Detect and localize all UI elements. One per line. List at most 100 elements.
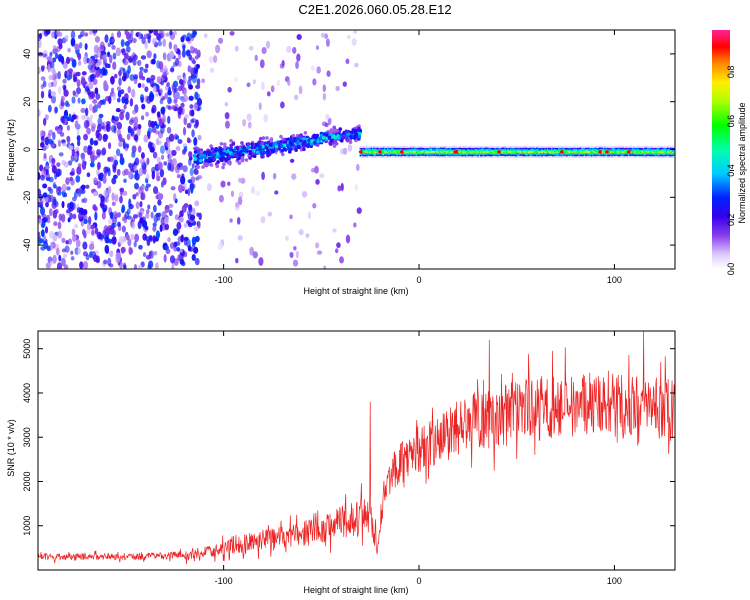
spectrogram-cell xyxy=(471,156,474,159)
spectrogram-image xyxy=(38,30,675,269)
spectrogram-cell xyxy=(518,147,520,150)
spectrogram-cell xyxy=(541,145,544,148)
spectrogram-cell xyxy=(650,147,653,150)
snr-series-line xyxy=(38,331,675,565)
spectrogram-cell xyxy=(594,147,597,150)
spectrogram-cell xyxy=(627,147,630,150)
spectrogram-cell xyxy=(489,156,492,159)
spectrogram-cell xyxy=(155,230,161,239)
spectrogram-cell xyxy=(497,145,500,148)
spectrogram-cell xyxy=(671,154,674,157)
spectrogram-cell xyxy=(90,155,94,160)
spectrogram-cell xyxy=(592,152,594,155)
spectrogram-cell xyxy=(582,147,585,150)
spectrogram-cell xyxy=(291,173,297,180)
spectrogram-cell xyxy=(589,154,591,157)
spectrogram-cell xyxy=(504,154,507,157)
spectrogram-cell xyxy=(180,102,185,108)
spectrogram-cell xyxy=(526,147,529,150)
spectrogram-cell xyxy=(597,154,600,156)
spectrogram-cell xyxy=(600,154,602,157)
spectrogram-cell xyxy=(152,151,158,159)
spectrogram-cell xyxy=(414,150,416,153)
spectrogram-cell xyxy=(605,155,608,158)
spectrogram-cell xyxy=(279,63,285,69)
spectrogram-cell xyxy=(397,146,400,148)
spectrogram-cell xyxy=(370,147,373,150)
spectrogram-cell xyxy=(577,150,579,153)
spectrogram-cell xyxy=(588,155,590,158)
spectrogram-cell xyxy=(374,152,377,155)
spectrogram-cell xyxy=(97,173,102,181)
spectrogram-cell xyxy=(316,66,321,74)
spectrogram-cell xyxy=(474,154,477,156)
spectrogram-cell xyxy=(340,138,344,143)
spectrogram-cell xyxy=(552,155,555,158)
spectrogram-cell xyxy=(548,151,550,153)
spectrogram-cell xyxy=(57,221,62,230)
spectrogram-cell xyxy=(80,107,86,114)
spectrogram-cell xyxy=(437,154,440,157)
spectrogram-cell xyxy=(40,136,45,141)
spectrogram-cell xyxy=(469,145,471,148)
snr-plot-area xyxy=(38,331,675,565)
spectrogram-cell xyxy=(399,149,401,151)
spectrogram-cell xyxy=(403,156,405,158)
spectrogram-cell xyxy=(52,209,58,219)
spectrogram-cell xyxy=(437,152,440,155)
spectrogram-cell xyxy=(382,149,385,152)
spectrogram-cell xyxy=(295,141,300,145)
spectrogram-cell xyxy=(348,134,353,139)
spectrogram-cell xyxy=(482,147,485,150)
spectrogram-cell xyxy=(562,156,564,159)
spectrogram-cell xyxy=(585,154,587,157)
spectrogram-cell xyxy=(173,30,177,36)
spectrogram-cell xyxy=(484,147,486,150)
spectrogram-cell xyxy=(104,34,109,43)
spectrogram-cell xyxy=(397,149,400,152)
spectrogram-cell xyxy=(663,156,665,158)
spectrogram-cell xyxy=(307,211,312,220)
spectrogram-cell xyxy=(485,145,488,148)
spectrogram-cell xyxy=(473,156,475,158)
spectrogram-cell xyxy=(635,147,638,150)
spectrogram-cell xyxy=(611,154,613,157)
spectrogram-cell xyxy=(189,104,194,109)
spectrogram-cell xyxy=(653,146,656,148)
spectrogram-cell xyxy=(460,147,463,150)
spectrogram-cell xyxy=(348,140,353,144)
spectrogram-cell xyxy=(665,151,668,153)
spectrogram-cell xyxy=(314,165,319,174)
spectrogram-cell xyxy=(551,145,553,148)
spectrogram-cell xyxy=(627,146,630,149)
spectrogram-cell xyxy=(568,152,571,155)
spectrogram-cell xyxy=(572,154,575,157)
spectrogram-cell xyxy=(441,154,444,157)
spectrogram-cell xyxy=(620,150,623,153)
spectrogram-cell xyxy=(427,154,430,157)
spectrogram-cell xyxy=(422,152,425,155)
colorbar-ticks: 0.00.20.40.60.8 xyxy=(726,66,736,276)
spectrogram-cell xyxy=(605,147,608,150)
spectrogram-cell xyxy=(388,152,390,155)
spectrogram-cell xyxy=(505,145,508,148)
spectrogram-cell xyxy=(58,213,63,222)
spectrogram-cell xyxy=(551,152,553,155)
spectrogram-cell xyxy=(523,145,526,148)
spectrogram-cell xyxy=(169,67,175,73)
spectrogram-cell xyxy=(656,147,659,150)
spectrogram-cell xyxy=(655,146,657,148)
spectrogram-cell xyxy=(440,152,442,155)
spectrogram-cell xyxy=(194,257,200,266)
spectrogram-cell xyxy=(283,148,288,152)
spectrogram-cell xyxy=(544,153,546,155)
spectrogram-cell xyxy=(466,146,468,148)
spectrogram-cell xyxy=(310,139,314,143)
spectrogram-cell xyxy=(495,152,497,155)
spectrogram-cell xyxy=(396,147,399,150)
spectrogram-cell xyxy=(649,147,652,150)
spectrogram-cell xyxy=(38,66,41,75)
spectrogram-cell xyxy=(523,156,526,158)
spectrogram-cell xyxy=(458,156,460,159)
spectrogram-cell xyxy=(367,152,370,155)
